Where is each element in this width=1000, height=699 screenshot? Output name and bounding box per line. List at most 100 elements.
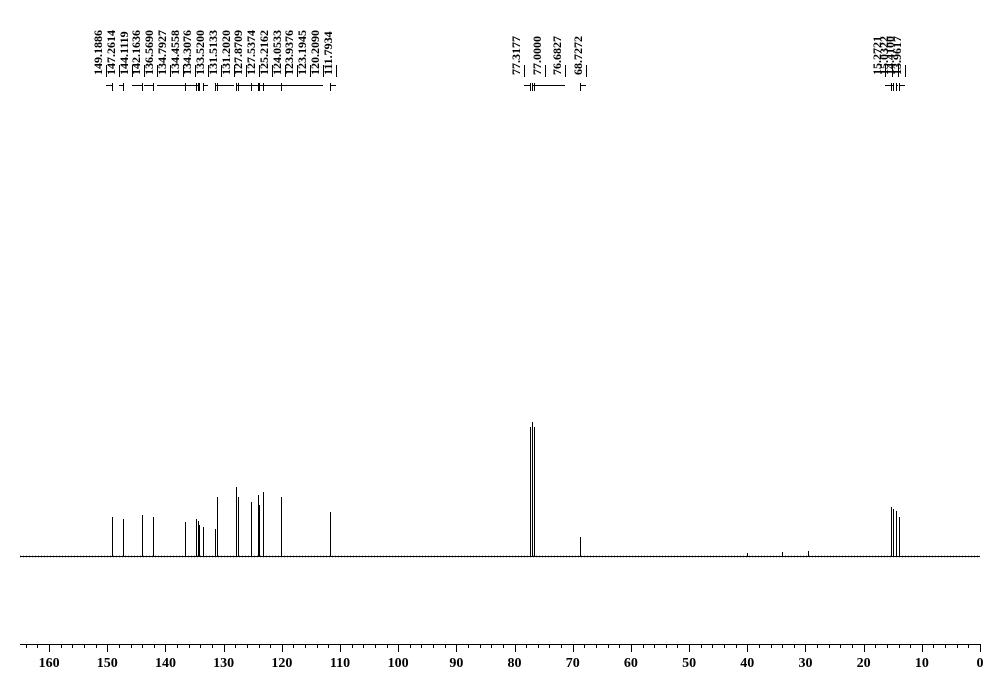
tick-label: 100 (388, 656, 409, 672)
spectrum-peak (142, 515, 143, 557)
major-tick (49, 644, 50, 652)
axis-line (20, 644, 980, 645)
tick-label: 0 (977, 656, 984, 672)
minor-tick (736, 644, 737, 648)
minor-tick (619, 644, 620, 648)
spectrum-area (0, 85, 1000, 615)
spectrum-peak (899, 517, 900, 557)
tick-label: 40 (740, 656, 754, 672)
leader-line (221, 65, 222, 77)
major-tick (107, 644, 108, 652)
minor-tick (666, 644, 667, 648)
leader-line (234, 65, 235, 77)
minor-tick (759, 644, 760, 648)
leader-line (259, 65, 260, 77)
minor-tick (352, 644, 353, 648)
minor-tick (61, 644, 62, 648)
minor-tick (317, 644, 318, 648)
minor-tick (561, 644, 562, 648)
minor-tick (829, 644, 830, 648)
minor-tick (189, 644, 190, 648)
minor-tick (468, 644, 469, 648)
tick-label: 30 (798, 656, 812, 672)
leader-line (144, 65, 145, 77)
tick-label: 160 (39, 656, 60, 672)
spectrum-peak (112, 517, 113, 557)
minor-tick (96, 644, 97, 648)
spectrum-peak (123, 519, 124, 557)
spectrum-peak (534, 427, 535, 557)
leader-line (132, 65, 133, 77)
major-tick (224, 644, 225, 652)
minor-tick (794, 644, 795, 648)
leader-line (246, 65, 247, 77)
major-tick (689, 644, 690, 652)
spectrum-peak (808, 551, 809, 557)
minor-tick (491, 644, 492, 648)
minor-tick (37, 644, 38, 648)
minor-tick (549, 644, 550, 648)
spectrum-peak (580, 537, 581, 557)
leader-line (524, 65, 525, 77)
leader-line (195, 65, 196, 77)
major-tick (282, 644, 283, 652)
leader-line (323, 65, 324, 77)
major-tick (864, 644, 865, 652)
minor-tick (887, 644, 888, 648)
tick-label: 130 (213, 656, 234, 672)
spectrum-peak (330, 512, 331, 557)
major-tick (340, 644, 341, 652)
minor-tick (899, 644, 900, 648)
spectrum-peak (782, 552, 783, 557)
spectrum-peak (530, 427, 531, 557)
tick-label: 50 (682, 656, 696, 672)
leader-line (898, 65, 899, 77)
minor-tick (259, 644, 260, 648)
x-axis: 0102030405060708090100110120130140150160 (0, 644, 1000, 699)
minor-tick (433, 644, 434, 648)
leader-line (336, 65, 337, 77)
minor-tick (584, 644, 585, 648)
leader-line (119, 65, 120, 77)
major-tick (631, 644, 632, 652)
minor-tick (421, 644, 422, 648)
minor-tick (363, 644, 364, 648)
spectrum-peak (238, 497, 239, 557)
major-tick (573, 644, 574, 652)
minor-tick (596, 644, 597, 648)
spectrum-peak (281, 497, 282, 557)
minor-tick (328, 644, 329, 648)
minor-tick (154, 644, 155, 648)
minor-tick (375, 644, 376, 648)
minor-tick (724, 644, 725, 648)
tick-label: 110 (330, 656, 350, 672)
spectrum-peak (263, 492, 264, 557)
minor-tick (293, 644, 294, 648)
major-tick (456, 644, 457, 652)
minor-tick (410, 644, 411, 648)
minor-tick (945, 644, 946, 648)
minor-tick (957, 644, 958, 648)
leader-line (310, 65, 311, 77)
minor-tick (84, 644, 85, 648)
leader-line (565, 65, 566, 77)
minor-tick (200, 644, 201, 648)
minor-tick (503, 644, 504, 648)
minor-tick (910, 644, 911, 648)
minor-tick (480, 644, 481, 648)
spectrum-peak (532, 422, 533, 557)
minor-tick (142, 644, 143, 648)
leader-line (892, 65, 893, 77)
minor-tick (654, 644, 655, 648)
spectrum-peak (199, 525, 200, 557)
spectrum-peak (236, 487, 237, 557)
major-tick (980, 644, 981, 652)
spectrum-peak (196, 519, 197, 557)
minor-tick (677, 644, 678, 648)
major-tick (398, 644, 399, 652)
major-tick (515, 644, 516, 652)
spectrum-peak (259, 505, 260, 557)
spectrum-peak (217, 497, 218, 557)
tick-label: 70 (566, 656, 580, 672)
minor-tick (212, 644, 213, 648)
